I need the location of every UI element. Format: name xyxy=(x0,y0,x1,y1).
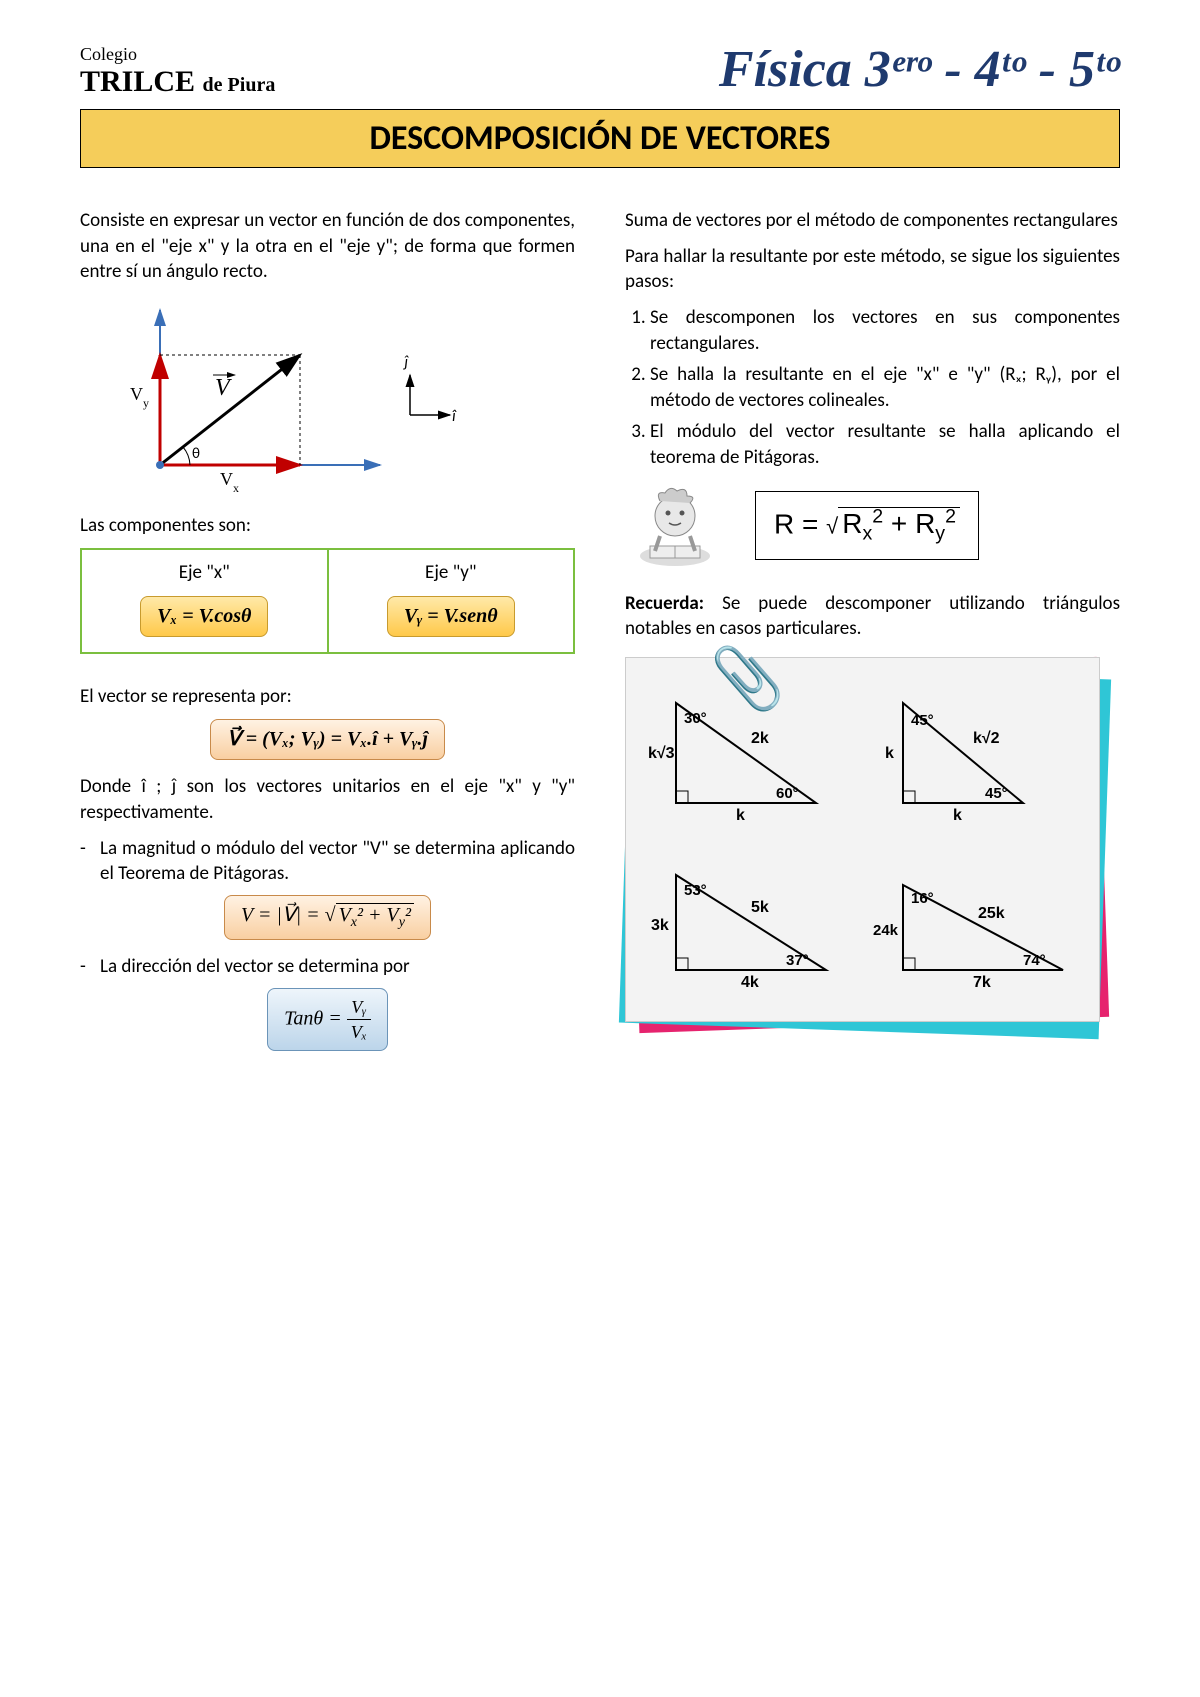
svg-text:V: V xyxy=(215,375,232,401)
svg-text:2k: 2k xyxy=(751,730,769,747)
formula-mag: V = |V⃗| = √Vx² + Vy² xyxy=(224,895,431,940)
components-label: Las componentes son: xyxy=(80,513,575,539)
formula-vector: V⃗ = (Vₓ; Vᵧ) = Vₓ.î + Vᵧ.ĵ xyxy=(210,719,445,760)
school-name: Colegio TRILCE de Piura xyxy=(80,44,275,99)
components-table: Eje "x" Vₓ = V.cosθ Eje "y" Vᵧ = V.senθ xyxy=(80,548,575,654)
triangles-card: 📎 30° 60° k√3 2k k xyxy=(625,657,1120,1022)
intro-text: Consiste en expresar un vector en funció… xyxy=(80,208,575,285)
svg-text:k: k xyxy=(885,745,894,762)
step-3: El módulo del vector resultante se halla… xyxy=(650,419,1120,470)
svg-text:Vy: Vy xyxy=(130,384,149,410)
subject-title: Física 3ᵉʳᵒ - 4ᵗᵒ - 5ᵗᵒ xyxy=(719,40,1120,99)
svg-text:30°: 30° xyxy=(684,710,707,727)
svg-text:24k: 24k xyxy=(873,922,899,939)
triangle-16-74: 16° 74° 24k 25k 7k xyxy=(873,850,1080,997)
formula-tan: Tanθ = Vᵧ Vₓ xyxy=(267,988,388,1052)
recuerda: Recuerda: Se puede descomponer utilizand… xyxy=(625,591,1120,642)
eje-y-header: Eje "y" xyxy=(329,560,574,586)
eje-x-header: Eje "x" xyxy=(82,560,327,586)
svg-text:60°: 60° xyxy=(776,785,799,802)
result-row: R = √Rx2 + Ry2 xyxy=(625,481,1120,571)
eje-y-cell: Eje "y" Vᵧ = V.senθ xyxy=(329,550,574,652)
right-para: Para hallar la resultante por este métod… xyxy=(625,244,1120,295)
triangle-53-37: 53° 37° 3k 5k 4k xyxy=(646,850,853,997)
svg-text:θ: θ xyxy=(192,445,200,463)
content-columns: Consiste en expresar un vector en funció… xyxy=(80,208,1120,1065)
svg-text:7k: 7k xyxy=(973,974,991,990)
svg-text:45°: 45° xyxy=(985,785,1008,802)
svg-text:37°: 37° xyxy=(786,952,809,969)
formula-vy: Vᵧ = V.senθ xyxy=(387,596,515,637)
svg-text:74°: 74° xyxy=(1023,952,1046,969)
svg-text:ĵ: ĵ xyxy=(403,353,409,372)
right-column: Suma de vectores por el método de compon… xyxy=(625,208,1120,1065)
svg-text:5k: 5k xyxy=(751,899,769,916)
eje-x-cell: Eje "x" Vₓ = V.cosθ xyxy=(82,550,329,652)
left-column: Consiste en expresar un vector en funció… xyxy=(80,208,575,1065)
triangle-45-45: 45° 45° k k√2 k xyxy=(873,683,1080,830)
unit-desc: Donde î ; ĵ son los vectores unitarios e… xyxy=(80,774,575,825)
formula-R: R = √Rx2 + Ry2 xyxy=(755,491,979,560)
thinker-icon xyxy=(625,481,725,571)
svg-text:k√3: k√3 xyxy=(648,745,675,762)
svg-text:Vx: Vx xyxy=(220,469,239,495)
svg-text:53°: 53° xyxy=(684,882,707,899)
school-main: TRILCE de Piura xyxy=(80,65,275,99)
svg-text:16°: 16° xyxy=(911,890,934,907)
dir-desc: La dirección del vector se determina por xyxy=(80,954,575,980)
repr-label: El vector se representa por: xyxy=(80,684,575,710)
svg-text:4k: 4k xyxy=(741,974,759,990)
clip-icon: 📎 xyxy=(710,639,785,720)
svg-text:45°: 45° xyxy=(911,712,934,729)
svg-text:25k: 25k xyxy=(978,905,1005,922)
svg-text:k: k xyxy=(736,807,745,823)
mag-desc: La magnitud o módulo del vector "V" se d… xyxy=(80,836,575,887)
school-sub: Colegio xyxy=(80,44,275,65)
formula-vx: Vₓ = V.cosθ xyxy=(140,596,268,637)
page-title: DESCOMPOSICIÓN DE VECTORES xyxy=(80,109,1120,168)
svg-text:3k: 3k xyxy=(651,917,669,934)
page-header: Colegio TRILCE de Piura Física 3ᵉʳᵒ - 4ᵗ… xyxy=(80,40,1120,99)
svg-text:k: k xyxy=(953,807,962,823)
step-1: Se descomponen los vectores en sus compo… xyxy=(650,305,1120,356)
steps-list: Se descomponen los vectores en sus compo… xyxy=(650,305,1120,471)
svg-text:k√2: k√2 xyxy=(973,730,1000,747)
right-intro: Suma de vectores por el método de compon… xyxy=(625,208,1120,234)
step-2: Se halla la resultante en el eje "x" e "… xyxy=(650,362,1120,413)
vector-diagram: Vy Vx V θ ĵ î xyxy=(100,295,575,503)
svg-text:î: î xyxy=(452,407,457,426)
